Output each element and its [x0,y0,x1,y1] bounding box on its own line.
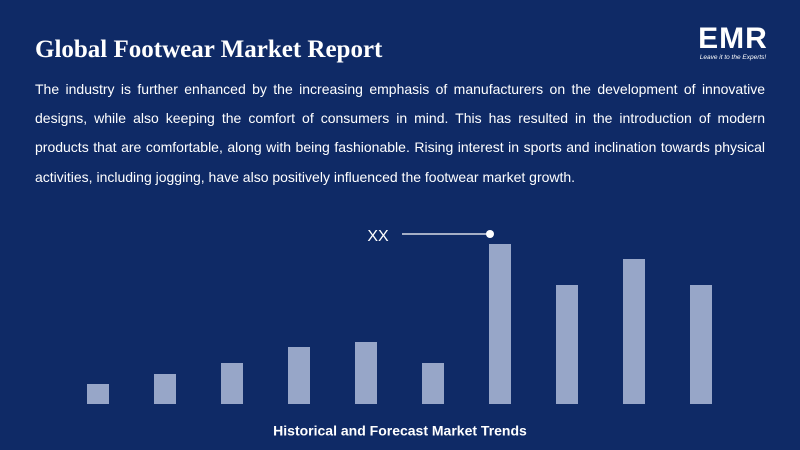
bar [623,259,645,404]
body-text: The industry is further enhanced by the … [35,81,765,185]
bar [154,374,176,404]
title: Global Footwear Market Report [35,36,383,63]
annotation-dot [486,230,494,238]
bar [489,244,511,404]
bar [288,347,310,404]
logo: EMR Leave it to the Experts! [688,22,778,62]
bar [556,285,578,404]
bar [422,363,444,404]
logo-text: EMR [698,22,768,55]
chart-title: Historical and Forecast Market Trends [273,423,527,439]
bar [355,342,377,404]
bar [690,285,712,404]
annotation: XX [367,228,389,245]
bar [87,384,109,404]
logo-tagline: Leave it to the Experts! [699,54,767,61]
bar [221,363,243,404]
